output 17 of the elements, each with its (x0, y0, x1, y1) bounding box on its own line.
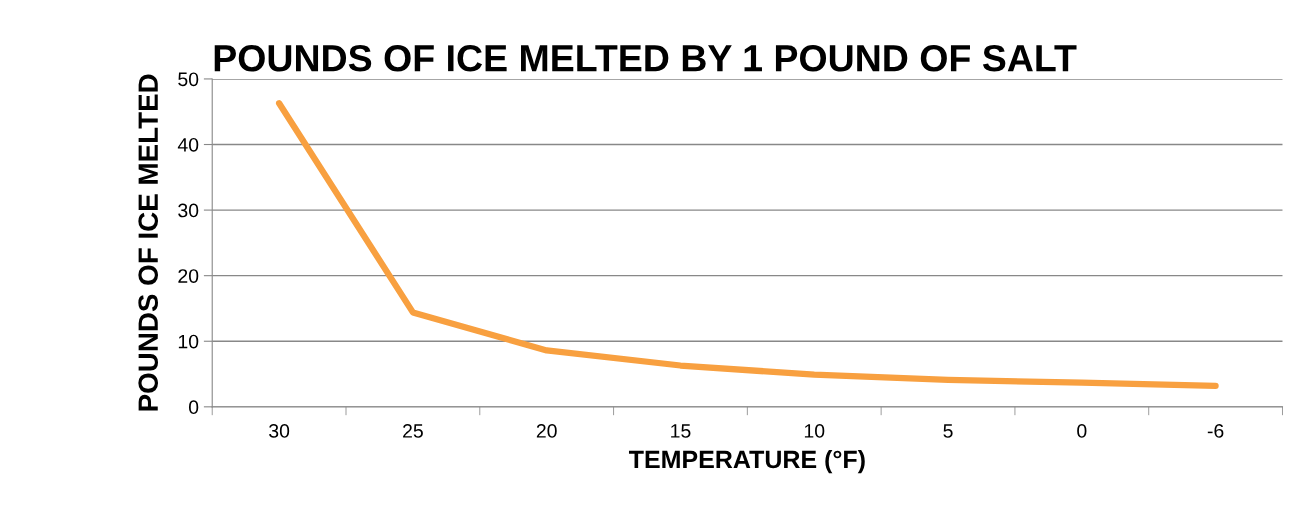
x-tick-label: 10 (804, 424, 825, 438)
y-tick-label: 30 (178, 203, 199, 218)
x-tick-label: 20 (536, 424, 557, 438)
y-tick-label: 50 (178, 72, 199, 87)
chart-title: POUNDS OF ICE MELTED BY 1 POUND OF SALT (214, 44, 1077, 72)
x-axis-title: TEMPERATURE (°F) (628, 449, 865, 474)
y-axis-title: POUNDS OF ICE MELTED (138, 74, 159, 411)
y-tick-label: 0 (188, 400, 199, 415)
x-tick-label: 15 (671, 424, 691, 438)
x-tick-label: 0 (1077, 424, 1087, 438)
x-tick-label: 5 (943, 424, 953, 438)
y-tick-label: 40 (177, 137, 199, 152)
x-tick-label: -6 (1207, 424, 1224, 438)
y-tick-label: 20 (178, 269, 199, 283)
y-tick-label: 10 (178, 334, 199, 349)
x-tick-label: 25 (403, 424, 423, 438)
x-tick-label: 30 (269, 424, 290, 438)
